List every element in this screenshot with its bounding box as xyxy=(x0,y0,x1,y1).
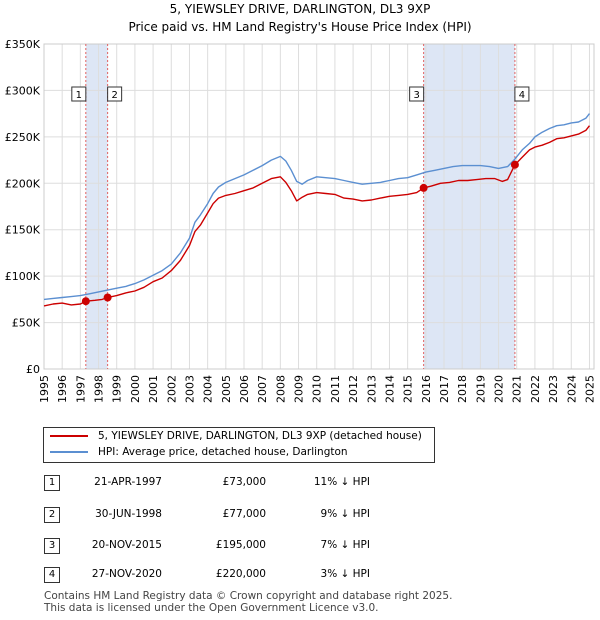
sale-number-label: 4 xyxy=(519,90,525,101)
x-tick-label: 1999 xyxy=(111,375,124,403)
sale-number: 3 xyxy=(44,538,60,554)
legend-item-hpi: HPI: Average price, detached house, Darl… xyxy=(50,444,348,460)
sale-point xyxy=(81,297,90,306)
sale-price: £73,000 xyxy=(222,476,266,488)
sale-row: 3 20-NOV-2015 £195,000 7% ↓ HPI xyxy=(0,538,600,558)
chart-subtitle: Price paid vs. HM Land Registry's House … xyxy=(128,20,472,34)
x-tick-label: 2001 xyxy=(147,375,160,403)
x-tick-label: 1996 xyxy=(56,375,69,403)
chart-title: 5, YIEWSLEY DRIVE, DARLINGTON, DL3 9XP xyxy=(169,2,431,16)
x-tick-label: 2016 xyxy=(420,375,433,403)
x-tick-label: 2012 xyxy=(347,375,360,403)
x-tick-label: 2015 xyxy=(402,375,415,403)
sale-row: 1 21-APR-1997 £73,000 11% ↓ HPI xyxy=(0,475,600,495)
shaded-range xyxy=(85,44,108,369)
y-tick-label: £150K xyxy=(5,224,41,237)
x-tick-label: 2007 xyxy=(256,375,269,403)
sale-number-box xyxy=(71,86,87,102)
sale-price: £77,000 xyxy=(222,508,266,520)
sale-hpi-diff: 7% ↓ HPI xyxy=(320,539,370,551)
plot-frame xyxy=(43,43,595,370)
x-tick-label: 2022 xyxy=(529,375,542,403)
sale-hpi-diff: 11% ↓ HPI xyxy=(313,476,370,488)
series-line-property xyxy=(43,125,591,307)
price-chart: £0 £50K £100K £150K £200K £250K £300K £350K 1995… xyxy=(5,38,597,403)
x-tick-label: 2002 xyxy=(165,375,178,403)
sale-number-box xyxy=(107,86,123,102)
y-tick-label: £50K xyxy=(12,317,41,330)
sale-hpi-diff: 9% ↓ HPI xyxy=(320,508,370,520)
x-tick-label: 2017 xyxy=(438,375,451,403)
sale-number-label: 3 xyxy=(413,90,419,101)
sale-number: 1 xyxy=(44,475,60,491)
sale-point xyxy=(419,183,428,192)
shaded-range xyxy=(423,44,515,369)
sale-hpi-diff: 3% ↓ HPI xyxy=(320,568,370,580)
x-tick-label: 2013 xyxy=(365,375,378,403)
legend-swatch-property xyxy=(50,435,88,437)
sale-row: 2 30-JUN-1998 £77,000 9% ↓ HPI xyxy=(0,507,600,527)
sale-number: 2 xyxy=(44,507,60,523)
legend: 5, YIEWSLEY DRIVE, DARLINGTON, DL3 9XP (… xyxy=(43,427,435,463)
sale-point xyxy=(103,293,112,302)
sale-number-label: 1 xyxy=(76,90,82,101)
x-tick-label: 2023 xyxy=(547,375,560,403)
x-tick-label: 1995 xyxy=(38,375,51,403)
x-tick-label: 2024 xyxy=(565,375,578,403)
x-tick-label: 2021 xyxy=(511,375,524,403)
x-tick-label: 2008 xyxy=(274,375,287,403)
y-tick-label: £250K xyxy=(5,131,41,144)
x-tick-label: 2006 xyxy=(238,375,251,403)
footer-licence: This data is licensed under the Open Gov… xyxy=(44,602,379,614)
x-tick-label: 2025 xyxy=(583,375,596,403)
sale-date: 21-APR-1997 xyxy=(94,476,162,488)
x-tick-label: 2004 xyxy=(202,375,215,403)
x-tick-label: 1998 xyxy=(93,375,106,403)
x-tick-label: 2010 xyxy=(311,375,324,403)
sale-date: 27-NOV-2020 xyxy=(91,568,162,580)
x-tick-label: 2011 xyxy=(329,375,342,403)
sale-point xyxy=(510,160,519,169)
sale-number-label: 2 xyxy=(111,90,117,101)
y-tick-label: £0 xyxy=(26,363,40,376)
x-tick-label: 2000 xyxy=(129,375,142,403)
sale-number: 4 xyxy=(44,567,60,583)
series-line-hpi xyxy=(43,113,591,301)
footer-copyright: Contains HM Land Registry data © Crown c… xyxy=(44,590,453,602)
sale-date: 30-JUN-1998 xyxy=(95,508,162,520)
y-tick-label: £300K xyxy=(5,84,41,97)
sale-price: £220,000 xyxy=(215,568,266,580)
sale-number-box xyxy=(409,86,425,102)
x-tick-label: 2014 xyxy=(383,375,396,403)
legend-label-hpi: HPI: Average price, detached house, Darl… xyxy=(98,446,348,458)
x-tick-label: 2018 xyxy=(456,375,469,403)
sale-date: 20-NOV-2015 xyxy=(91,539,162,551)
y-tick-label: £100K xyxy=(5,270,41,283)
sale-price: £195,000 xyxy=(215,539,266,551)
legend-item-property: 5, YIEWSLEY DRIVE, DARLINGTON, DL3 9XP (… xyxy=(50,428,422,444)
x-tick-label: 2019 xyxy=(474,375,487,403)
legend-swatch-hpi xyxy=(50,451,88,453)
sale-row: 4 27-NOV-2020 £220,000 3% ↓ HPI xyxy=(0,567,600,587)
y-tick-label: £350K xyxy=(5,38,41,51)
x-tick-label: 1997 xyxy=(74,375,87,403)
sale-number-box xyxy=(514,86,530,102)
x-tick-label: 2003 xyxy=(183,375,196,403)
x-tick-label: 2009 xyxy=(293,375,306,403)
x-tick-label: 2005 xyxy=(220,375,233,403)
legend-label-property: 5, YIEWSLEY DRIVE, DARLINGTON, DL3 9XP (… xyxy=(98,430,422,442)
x-tick-label: 2020 xyxy=(493,375,506,403)
y-tick-label: £200K xyxy=(5,177,41,190)
